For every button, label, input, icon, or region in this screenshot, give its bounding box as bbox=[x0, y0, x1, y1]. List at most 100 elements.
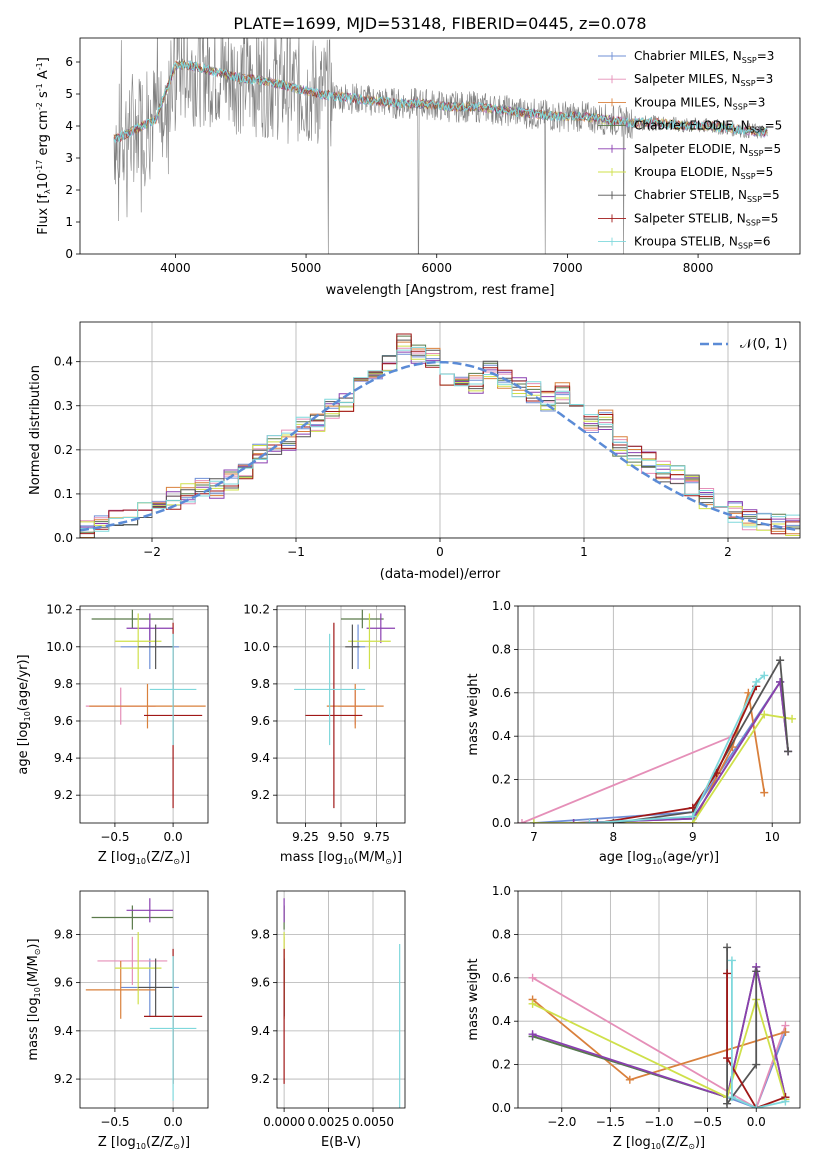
gaussian-curve bbox=[80, 360, 798, 532]
weight-line bbox=[597, 685, 758, 823]
weight-marker bbox=[781, 1028, 790, 1037]
y-tick-label: 1.0 bbox=[492, 884, 511, 898]
label-part: 10 bbox=[136, 1142, 146, 1151]
x-tick-label: 0.0 bbox=[747, 1115, 766, 1129]
label-part: mass [log bbox=[280, 850, 343, 865]
label-part: SSP bbox=[741, 79, 756, 88]
y-tick-label: 5 bbox=[65, 87, 73, 101]
x-tick-label: 0.0000 bbox=[263, 1115, 305, 1129]
label-part: (M/M bbox=[26, 955, 41, 987]
mass-vs-ebv-panel: 0.0000 0.0025 0.0050 9.2 9.4 9.6 9.8 E(B-V) bbox=[251, 890, 406, 1150]
y-tick-label: 0.8 bbox=[492, 642, 511, 656]
weight-marker bbox=[723, 1054, 732, 1063]
y-tick-label: 10.0 bbox=[46, 640, 73, 654]
label-part: SSP bbox=[738, 242, 753, 251]
label-part: =5 bbox=[762, 188, 780, 202]
axes-frame bbox=[517, 605, 801, 824]
y-tick-label: 9.4 bbox=[54, 1024, 73, 1038]
legend-label: Kroupa MILES, NSSP​=3 bbox=[634, 95, 765, 111]
x-tick-label: −0.5 bbox=[100, 830, 129, 844]
weight-marker bbox=[723, 969, 732, 978]
y-tick-label: 0.2 bbox=[492, 773, 511, 787]
weight-marker bbox=[593, 819, 602, 823]
weight-marker bbox=[727, 956, 736, 965]
weight-line bbox=[731, 960, 786, 1108]
weight-marker bbox=[528, 973, 537, 982]
label-part: Salpeter MILES, N bbox=[634, 72, 741, 86]
weight-line bbox=[532, 996, 787, 1100]
x-axis-label: Z [log10​(Z/Z⊙​)] bbox=[613, 1135, 705, 1151]
axes-frame bbox=[276, 605, 406, 824]
x-tick-label: 0 bbox=[436, 545, 444, 559]
weight-marker bbox=[781, 1097, 790, 1106]
label-part: SSP bbox=[750, 126, 765, 135]
weight-marker bbox=[760, 671, 769, 680]
label-part: s bbox=[36, 91, 51, 102]
y-tick-label: 0.0 bbox=[492, 816, 511, 830]
weight-marker bbox=[760, 788, 769, 797]
label-part: 10 bbox=[36, 173, 51, 190]
x-axis-label: wavelength [Angstrom, rest frame] bbox=[326, 283, 555, 298]
x-tick-label: −2.0 bbox=[547, 1115, 576, 1129]
label-part: age [log bbox=[599, 850, 652, 865]
x-tick-label: 5000 bbox=[291, 261, 322, 275]
label-part: -17 bbox=[35, 160, 44, 173]
x-tick-label: 9.50 bbox=[328, 830, 355, 844]
label-part: (Z/Z bbox=[146, 1135, 173, 1150]
label-part: (Z/Z bbox=[146, 850, 173, 865]
x-tick-label: 7000 bbox=[552, 261, 583, 275]
x-tick-label: 10 bbox=[765, 830, 780, 844]
x-tick-label: −0.5 bbox=[100, 1115, 129, 1129]
x-tick-label: 6000 bbox=[421, 261, 452, 275]
label-part: =5 bbox=[756, 165, 774, 179]
mass-vs-metallicity-panel: −0.5 0.0 9.2 9.4 9.6 9.8 Z [log10​(Z/Z⊙​)] mass… bbox=[26, 890, 209, 1151]
age-vs-mass-panel: 9.25 9.50 9.75 9.2 9.4 9.6 9.8 10.0 10.2 mass [lo… bbox=[243, 603, 406, 866]
x-tick-label: 0.0 bbox=[164, 1115, 183, 1129]
label-part: Chabrier STELIB, N bbox=[634, 188, 747, 202]
label-part: Chabrier MILES, N bbox=[634, 49, 742, 63]
plot-area bbox=[518, 891, 800, 1108]
weight-marker bbox=[752, 967, 761, 976]
y-tick-label: 9.8 bbox=[54, 677, 73, 691]
x-axis-label: Z [log10​(Z/Z⊙​)] bbox=[98, 1135, 190, 1151]
plot-area bbox=[113, 38, 768, 254]
label-part: -1 bbox=[35, 83, 44, 91]
y-tick-label: 10.0 bbox=[243, 640, 270, 654]
axes-frame bbox=[79, 605, 209, 824]
weight-marker bbox=[528, 999, 537, 1008]
weight-marker bbox=[788, 714, 797, 723]
weight-marker bbox=[585, 819, 594, 823]
label-part: 10 bbox=[651, 1142, 661, 1151]
y-tick-label: 0.2 bbox=[54, 443, 73, 457]
label-part: =3 bbox=[757, 49, 775, 63]
y-axis-label: Flux [fλ​10-17​ erg cm-2​ s-1​ A-1​] bbox=[35, 57, 52, 235]
x-tick-label: 9.75 bbox=[363, 830, 390, 844]
x-tick-label: 9 bbox=[689, 830, 697, 844]
y-tick-label: 1.0 bbox=[492, 599, 511, 613]
x-tick-label: −2 bbox=[143, 545, 161, 559]
weight-marker bbox=[688, 803, 697, 812]
residual-histogram bbox=[80, 346, 800, 532]
label-part: )] bbox=[695, 1135, 705, 1150]
label-part: =5 bbox=[761, 211, 779, 225]
y-axis-label: mass [log10​(M/M⊙​)] bbox=[26, 938, 42, 1060]
weight-line bbox=[726, 973, 786, 1108]
label-part: (Z/Z bbox=[661, 1135, 688, 1150]
y-tick-label: 4 bbox=[65, 119, 73, 133]
weight-vs-age-panel: 7 8 9 10 0.0 0.2 0.4 0.6 0.8 1.0 mass weight age [l… bbox=[466, 599, 801, 866]
x-tick-label: 0.0050 bbox=[352, 1115, 394, 1129]
legend-label: Kroupa STELIB, NSSP​=6 bbox=[634, 235, 771, 251]
label-part: ] bbox=[36, 57, 51, 62]
y-axis-label: Normed distribution bbox=[28, 365, 43, 495]
label-part: mass [log bbox=[26, 997, 41, 1060]
y-axis-label: mass weight bbox=[466, 673, 481, 755]
axes-frame bbox=[276, 890, 406, 1109]
label-part: erg cm bbox=[36, 110, 51, 159]
weight-line bbox=[589, 674, 765, 823]
y-tick-label: 9.2 bbox=[251, 788, 270, 802]
plot-area bbox=[80, 606, 208, 823]
x-tick-label: 8000 bbox=[683, 261, 714, 275]
label-part: SSP bbox=[742, 56, 757, 65]
weight-marker bbox=[752, 1060, 761, 1069]
weight-line bbox=[532, 966, 787, 1099]
